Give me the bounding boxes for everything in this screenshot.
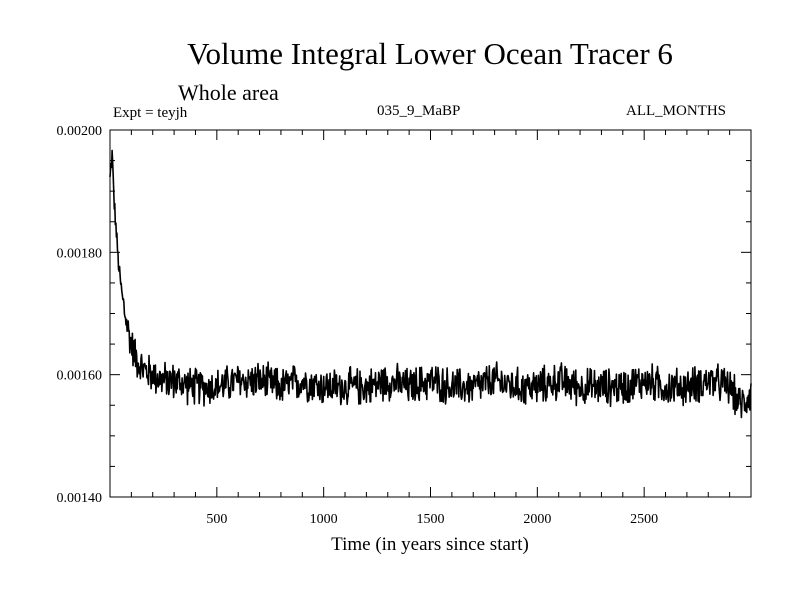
x-tick-label: 2000: [523, 512, 551, 527]
y-tick-label: 0.00140: [57, 491, 103, 506]
chart-subtitle: Whole area: [178, 80, 279, 105]
x-axis-label: Time (in years since start): [331, 534, 529, 555]
x-tick-label: 2500: [630, 512, 658, 527]
x-tick-label: 1500: [417, 512, 445, 527]
x-tick-label: 500: [206, 512, 227, 527]
chart-title: Volume Integral Lower Ocean Tracer 6: [187, 36, 673, 71]
x-tick-label: 1000: [310, 512, 338, 527]
months-label: ALL_MONTHS: [626, 103, 726, 119]
series-line: [109, 149, 752, 419]
y-axis: 0.00140 0.00160 0.00180 0.00200: [57, 124, 751, 506]
y-tick-label: 0.00180: [57, 246, 103, 261]
y-tick-label: 0.00160: [57, 369, 103, 384]
y-tick-label: 0.00200: [57, 124, 103, 139]
period-label: 035_9_MaBP: [377, 103, 461, 119]
plot-frame: [109, 129, 752, 498]
experiment-label: Expt = teyjh: [113, 105, 188, 121]
x-axis: 500 1000 1500 2000 2500: [130, 130, 731, 527]
